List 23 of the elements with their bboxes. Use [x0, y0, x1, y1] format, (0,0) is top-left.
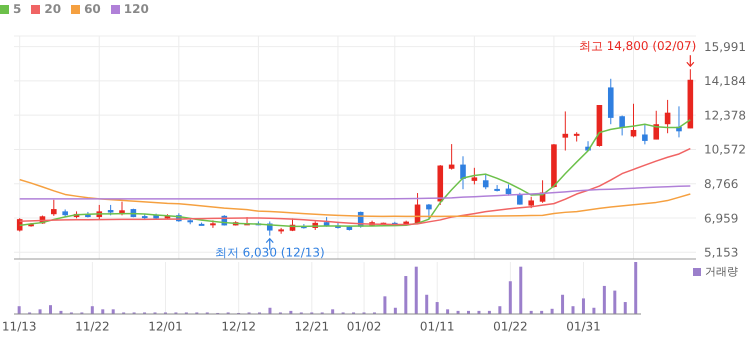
y-tick-label: 6,959 [704, 211, 738, 226]
y-tick-label: 5,153 [704, 246, 738, 260]
y-tick-label: 8,766 [704, 176, 738, 191]
y-tick-label: 14,184 [704, 74, 746, 88]
x-tick-label: 01/02 [346, 320, 382, 334]
x-tick-label: 01/31 [566, 320, 601, 334]
legend-label: 5 [13, 2, 22, 16]
x-tick-label: 11/22 [75, 320, 110, 334]
legend-label: 거래량 [705, 265, 738, 278]
x-tick-label: 01/22 [493, 320, 528, 334]
legend-label: 20 [44, 2, 62, 16]
x-tick-label: 12/12 [221, 320, 256, 334]
y-tick-label: 12,378 [704, 108, 746, 122]
annotation: 최저 6,030 (12/13) [214, 246, 325, 260]
x-tick-label: 01/11 [420, 320, 455, 334]
legend-label: 60 [84, 2, 101, 16]
y-tick-label: 10,572 [704, 142, 746, 157]
annotation: 최고 14,800 (02/07) [578, 39, 696, 54]
legend-label: 120 [124, 2, 149, 16]
x-tick-label: 12/01 [148, 320, 183, 334]
x-tick-label: 11/13 [2, 320, 37, 334]
y-tick-label: 15,991 [704, 40, 746, 54]
x-tick-label: 12/21 [294, 320, 330, 334]
